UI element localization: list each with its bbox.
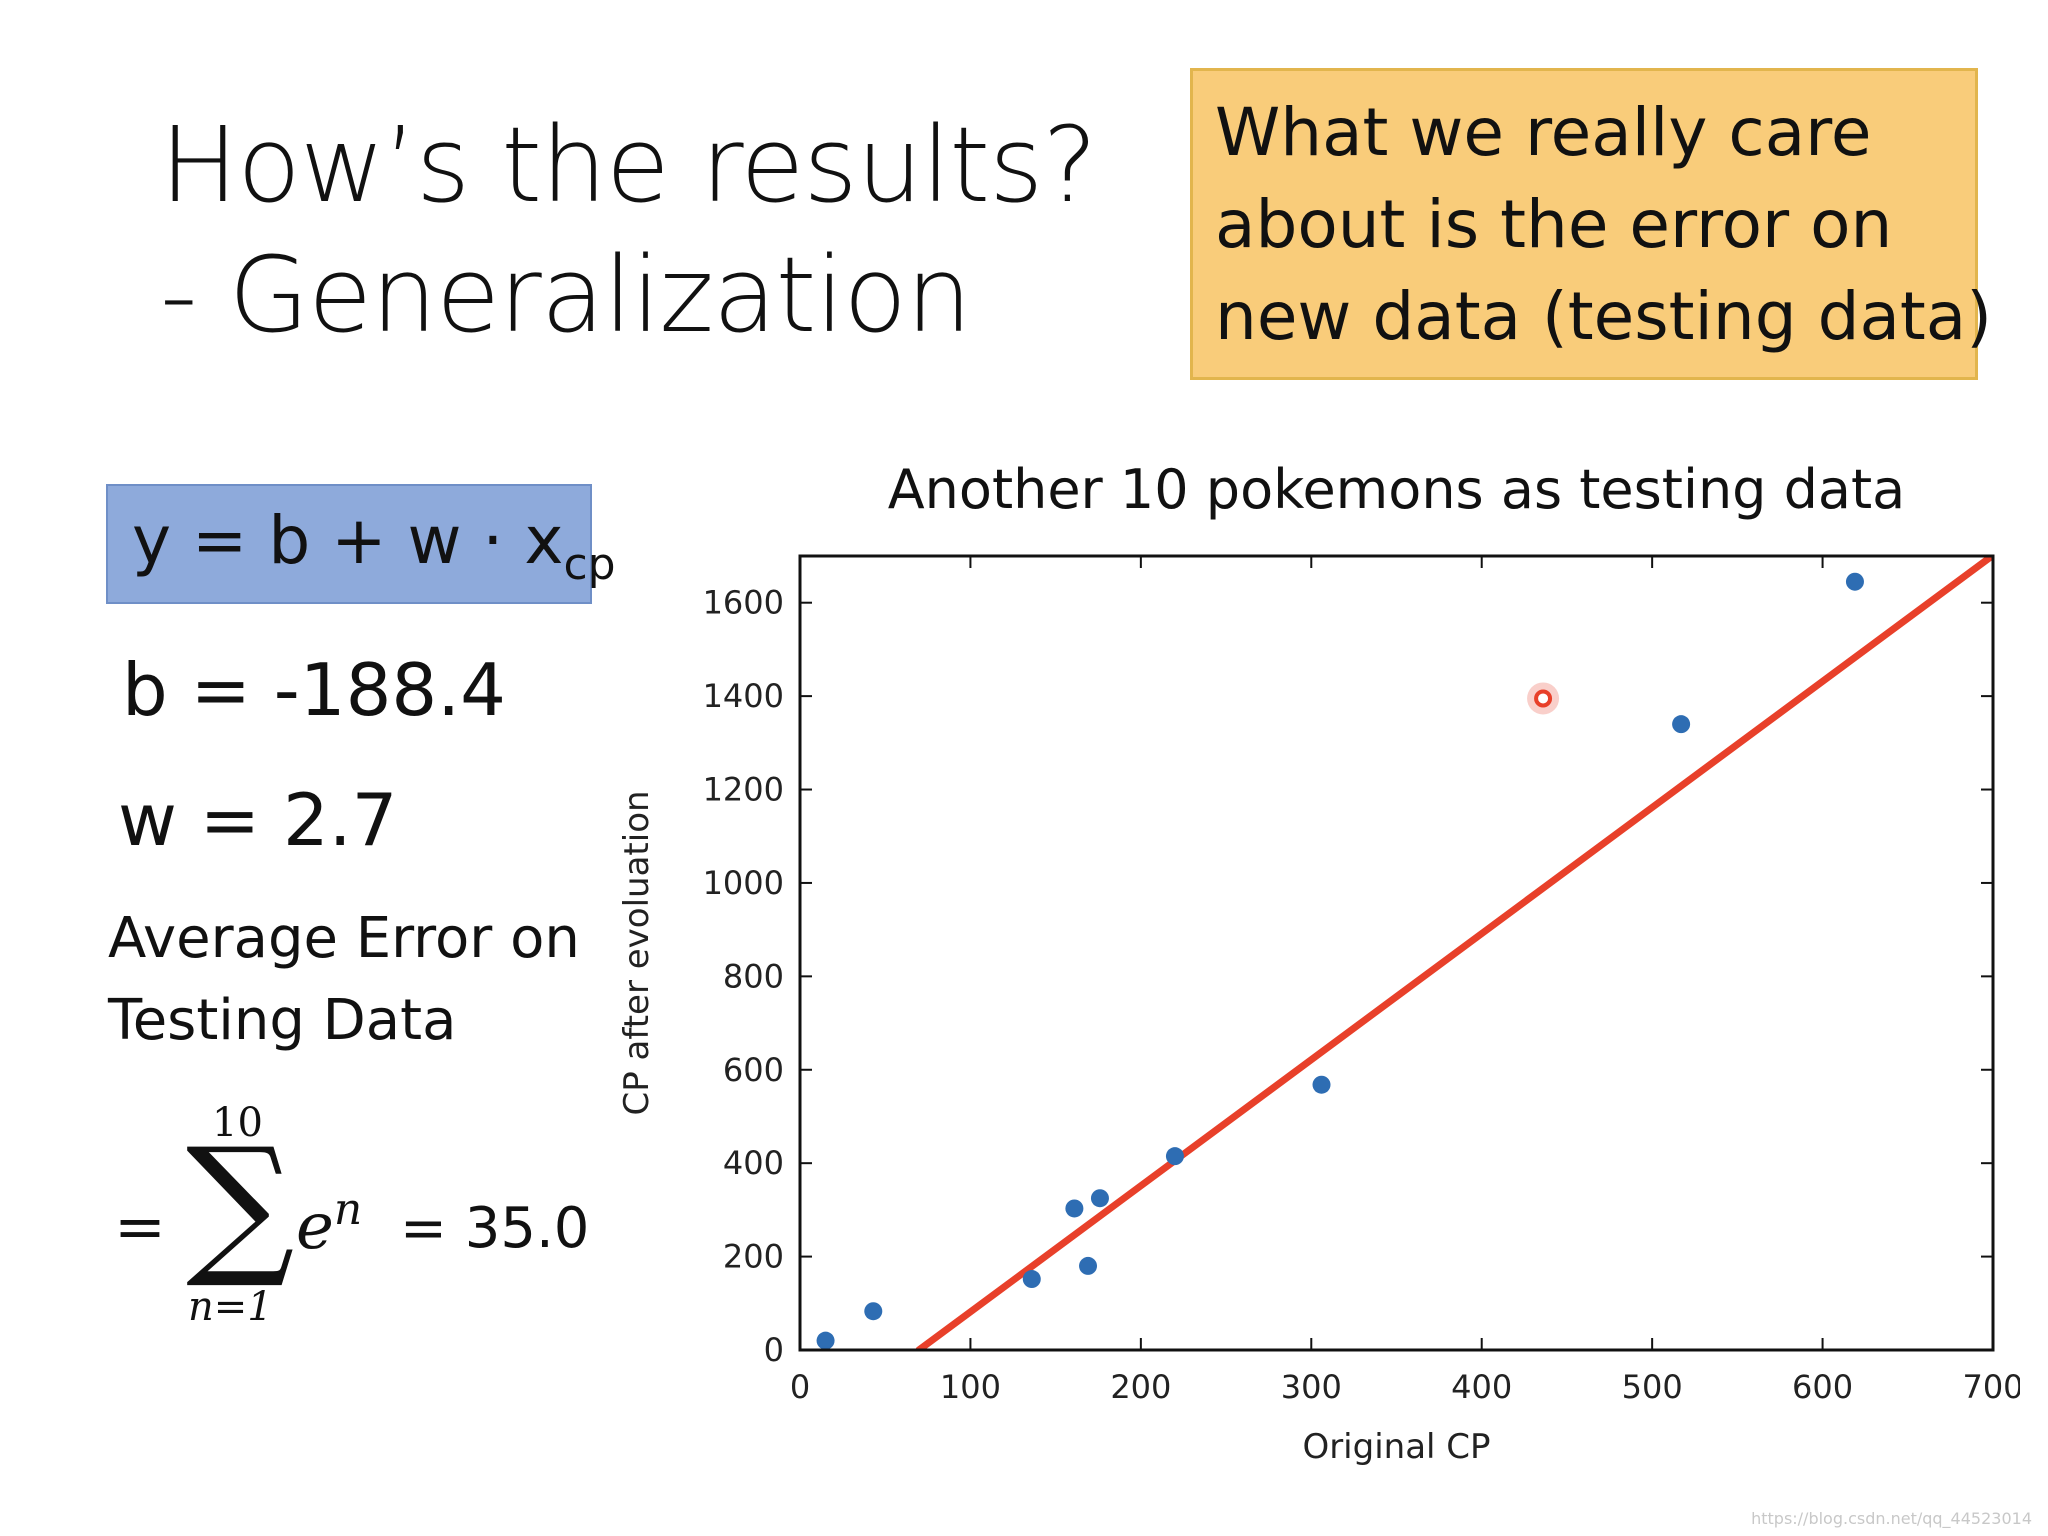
y-tick-label: 200 xyxy=(723,1238,784,1276)
data-point xyxy=(1672,715,1691,734)
formula-subscript: cp xyxy=(563,539,616,590)
x-tick-label: 600 xyxy=(1792,1368,1853,1406)
data-point xyxy=(1090,1189,1109,1208)
highlight-point xyxy=(1534,689,1553,708)
y-tick-label: 1000 xyxy=(703,864,784,902)
average-error-label: Average Error on Testing Data xyxy=(108,898,580,1062)
y-tick-label: 1200 xyxy=(703,771,784,809)
scatter-chart: Another 10 pokemons as testing data 0 100 2… xyxy=(617,458,2020,1467)
data-point xyxy=(1165,1147,1184,1166)
y-tick-label: 0 xyxy=(764,1331,784,1369)
chart-container: Another 10 pokemons as testing data 0 100 2… xyxy=(600,450,2020,1490)
note-line-1: What we really care xyxy=(1215,94,1872,171)
y-tick-label: 400 xyxy=(723,1144,784,1182)
formula-main: y = b + w · x xyxy=(132,502,564,579)
param-w: w = 2.7 xyxy=(118,778,398,862)
x-tick-label: 100 xyxy=(940,1368,1001,1406)
y-tick-label: 800 xyxy=(723,957,784,995)
x-tick-label: 200 xyxy=(1110,1368,1171,1406)
note-line-3: new data (testing data) xyxy=(1215,278,1992,355)
sum-term-exponent: n xyxy=(333,1184,363,1235)
data-point xyxy=(1312,1075,1331,1094)
data-point xyxy=(1022,1270,1041,1289)
watermark: https://blog.csdn.net/qq_44523014 xyxy=(1751,1509,2032,1528)
y-tick-label: 1400 xyxy=(703,677,784,715)
callout-note: What we really care about is the error o… xyxy=(1190,68,1992,380)
sum-term-base: e xyxy=(296,1190,334,1264)
title-line-2: - Generalization xyxy=(160,234,972,356)
regression-line xyxy=(915,556,1993,1350)
x-tick-label: 0 xyxy=(790,1368,810,1406)
y-tick-label: 600 xyxy=(723,1051,784,1089)
sum-upper-limit: 10 xyxy=(212,1100,263,1146)
data-point xyxy=(864,1302,883,1321)
data-point xyxy=(1845,572,1864,591)
x-tick-label: 400 xyxy=(1451,1368,1512,1406)
data-point xyxy=(816,1331,835,1350)
sum-result: = 35.0 xyxy=(400,1196,590,1261)
model-formula: y = b + w · xcp xyxy=(106,484,616,604)
error-sum-formula: = 10 ∑ n=1 en = 35.0 xyxy=(110,1100,590,1340)
y-tick-label: 1600 xyxy=(703,584,784,622)
title-line-1: How’s the results? xyxy=(160,104,1098,226)
sum-lower-limit: n=1 xyxy=(188,1284,273,1330)
avg-line-2: Testing Data xyxy=(108,988,457,1053)
x-tick-label: 500 xyxy=(1622,1368,1683,1406)
x-tick-label: 700 xyxy=(1962,1368,2020,1406)
slide-title: How’s the results? - Generalization xyxy=(160,100,1120,360)
data-point xyxy=(1079,1256,1098,1275)
param-b: b = -188.4 xyxy=(122,648,506,732)
sum-term: en xyxy=(296,1184,362,1264)
note-line-2: about is the error on xyxy=(1215,186,1893,263)
data-point xyxy=(1065,1199,1084,1218)
y-axis-label: CP after evoluation xyxy=(617,790,657,1115)
x-axis-label: Original CP xyxy=(1302,1427,1490,1467)
plot-frame xyxy=(798,554,1995,1352)
chart-title: Another 10 pokemons as testing data xyxy=(888,458,1906,521)
sigma-symbol: ∑ xyxy=(186,1115,295,1292)
sum-equals: = xyxy=(114,1190,166,1263)
avg-line-1: Average Error on xyxy=(108,906,580,971)
x-tick-label: 300 xyxy=(1281,1368,1342,1406)
